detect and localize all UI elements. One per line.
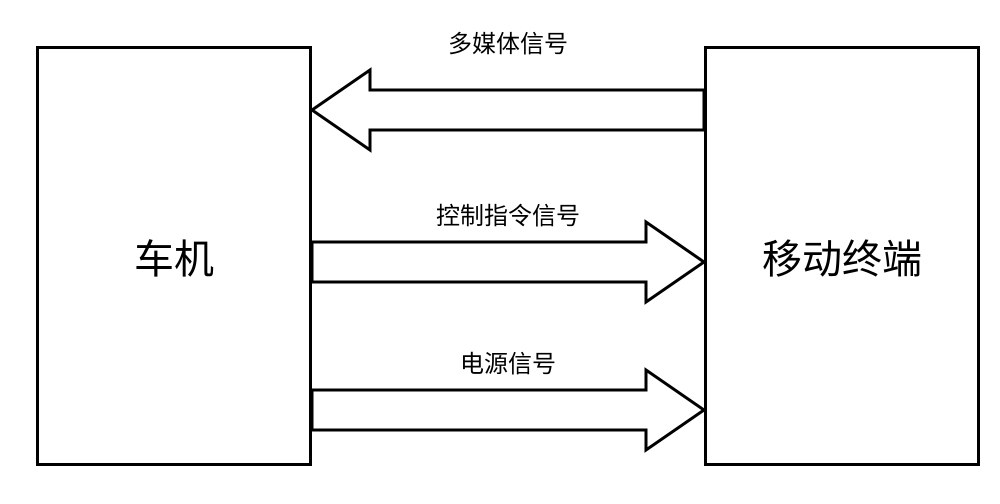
arrow-power: [312, 368, 704, 452]
box-mobile-terminal: 移动终端: [704, 46, 980, 466]
box-vehicle-unit: 车机: [36, 46, 312, 466]
arrow-multimedia: [312, 68, 704, 152]
diagram-canvas: 车机 移动终端 多媒体信号 控制指令信号 电源信号: [0, 0, 1000, 504]
box-vehicle-unit-label: 车机: [134, 227, 214, 285]
arrow-multimedia-label: 多媒体信号: [312, 24, 704, 59]
box-mobile-terminal-label: 移动终端: [762, 227, 922, 285]
arrow-control: [312, 220, 704, 304]
